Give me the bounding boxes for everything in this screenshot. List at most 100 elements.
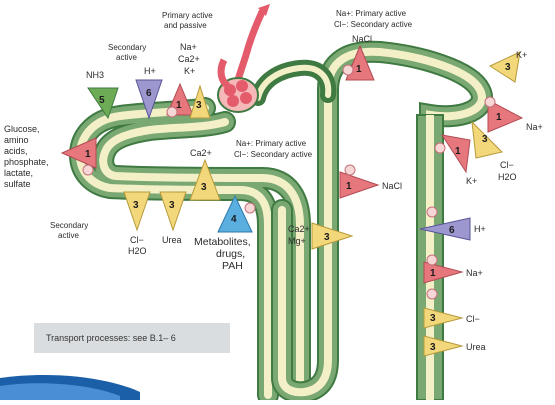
urea-reabsorption-arrow-cd: 3 — [423, 335, 464, 357]
label-k-right: K+ — [516, 50, 527, 60]
arrow-number: 5 — [99, 95, 105, 106]
label-glucose-6: sulfate — [4, 179, 31, 189]
afferent-vessel — [232, 8, 266, 92]
loop-of-henle-lumen — [278, 47, 486, 399]
capillary-loop — [236, 80, 248, 92]
arrow-number: 1 — [176, 100, 182, 111]
pump-icon — [344, 164, 356, 176]
arrow-number: 3 — [169, 200, 175, 211]
label-nacl-top: NaCl — [352, 34, 372, 44]
ca-reabsorption-arrow-top: 3 — [189, 84, 211, 119]
arrow-number: 1 — [430, 268, 436, 279]
na-reabsorption-arrow-right: 1 — [487, 99, 524, 133]
label-secondary-active-top-2: active — [116, 53, 137, 62]
pump-icon — [484, 96, 496, 108]
arrow-number: 1 — [496, 112, 502, 123]
distal-connection-lumen — [255, 64, 332, 101]
label-nacl-mid: NaCl — [382, 181, 402, 191]
arrow-number: 1 — [455, 146, 461, 157]
label-h-top: H+ — [144, 66, 156, 76]
label-metabolites-2: drugs, — [216, 248, 245, 260]
label-cl-cd: Cl− — [466, 314, 480, 324]
capillary-loop — [240, 92, 252, 104]
label-k-top: K+ — [184, 66, 195, 76]
pump-icon — [426, 288, 438, 300]
arrow-number: 3 — [430, 342, 436, 353]
h-secretion-arrow-cd: 6 — [419, 217, 471, 241]
label-dt-cl: Cl−: Secondary active — [334, 20, 413, 29]
label-h-right: H+ — [474, 224, 486, 234]
k-secretion-arrow-lower: 1 — [440, 134, 471, 174]
label-secondary-active-top-1: Secondary — [108, 43, 146, 52]
arrow-number: 6 — [449, 225, 455, 236]
label-primary-active-passive-1: Primary active — [162, 11, 213, 20]
pumps — [82, 64, 496, 300]
nacl-reabsorption-arrow-mid: 1 — [339, 171, 380, 199]
arrow-number: 6 — [146, 88, 152, 99]
label-cl-left: Cl− — [130, 235, 144, 245]
metabolite-secretion-arrow: 4 — [217, 194, 253, 233]
arrow-number: 3 — [196, 100, 202, 111]
nh3-secretion-arrow: 5 — [87, 87, 119, 120]
label-secondary-active-left-2: active — [58, 231, 79, 240]
k-secretion-arrow-top-right: 3 — [488, 51, 521, 83]
arrow-number: 1 — [85, 149, 91, 160]
ca-reabsorption-arrow-mid: 3 — [189, 158, 221, 201]
label-glucose-5: lactate, — [4, 168, 33, 178]
pump-icon — [426, 254, 438, 266]
cl-water-reabsorption-arrow-right: 3 — [471, 120, 503, 159]
pump-icon — [166, 106, 178, 118]
bottom-banner-highlight — [0, 383, 120, 400]
pump-icon — [82, 164, 94, 176]
cl-water-reabsorption-arrow-left: 3 — [123, 191, 151, 232]
urea-reabsorption-arrow-left: 3 — [159, 191, 187, 232]
transport-note-box: Transport processes: see B.1– 6 — [34, 323, 230, 353]
na-reabsorption-arrow-cd: 1 — [423, 261, 464, 284]
arrow-number: 3 — [324, 232, 330, 243]
glucose-reabsorption-arrow: 1 — [60, 137, 97, 169]
label-metabolites-3: PAH — [222, 260, 243, 272]
label-na-right: Na+ — [526, 122, 543, 132]
label-cl-right: Cl− — [500, 160, 514, 170]
label-dt-na: Na+: Primary active — [336, 9, 407, 18]
cl-reabsorption-arrow-cd: 3 — [423, 307, 464, 329]
arrow-number: 3 — [482, 134, 488, 145]
pump-icon — [342, 64, 354, 76]
arrow-number: 4 — [231, 214, 237, 225]
pump-icon — [426, 206, 438, 218]
arrow-number: 3 — [430, 313, 436, 324]
label-glucose-4: phosphate, — [4, 157, 49, 167]
glomerulus — [217, 4, 270, 113]
arrow-number: 3 — [201, 182, 207, 193]
label-na-top: Na+ — [180, 42, 197, 52]
tubule-lumen — [75, 104, 304, 399]
label-nh3: NH3 — [86, 70, 104, 80]
label-glucose-2: amino — [4, 135, 29, 145]
label-urea-left: Urea — [162, 235, 182, 245]
label-secondary-active-left-1: Secondary — [50, 221, 88, 230]
label-loop-cl: Cl−: Secondary active — [234, 150, 313, 159]
pump-icon — [244, 202, 256, 214]
label-primary-active-passive-2: and passive — [164, 21, 207, 30]
label-glucose-1: Glucose, — [4, 124, 40, 134]
label-urea-cd: Urea — [466, 342, 486, 352]
vessel-tip-icon — [258, 4, 270, 16]
label-loop-na: Na+: Primary active — [236, 139, 307, 148]
tubule — [68, 40, 493, 405]
h-secretion-arrow-top: 6 — [135, 79, 163, 120]
efferent-vessel — [217, 58, 231, 89]
arrow-number: 1 — [346, 181, 352, 192]
label-glucose-3: acids, — [4, 146, 28, 156]
ca-mg-reabsorption-arrow: 3 — [311, 222, 354, 250]
arrow-number: 3 — [505, 62, 511, 73]
label-ca-top: Ca2+ — [178, 54, 200, 64]
label-k-lower: K+ — [466, 176, 477, 186]
label-ca-mg-2: Mg+ — [288, 236, 306, 246]
label-h2o-left: H2O — [128, 246, 147, 256]
transport-note-text: Transport processes: see B.1– 6 — [46, 333, 176, 343]
label-na-cd: Na+ — [466, 268, 483, 278]
label-metabolites-1: Metabolites, — [194, 236, 251, 248]
capillary-loop — [227, 95, 239, 107]
